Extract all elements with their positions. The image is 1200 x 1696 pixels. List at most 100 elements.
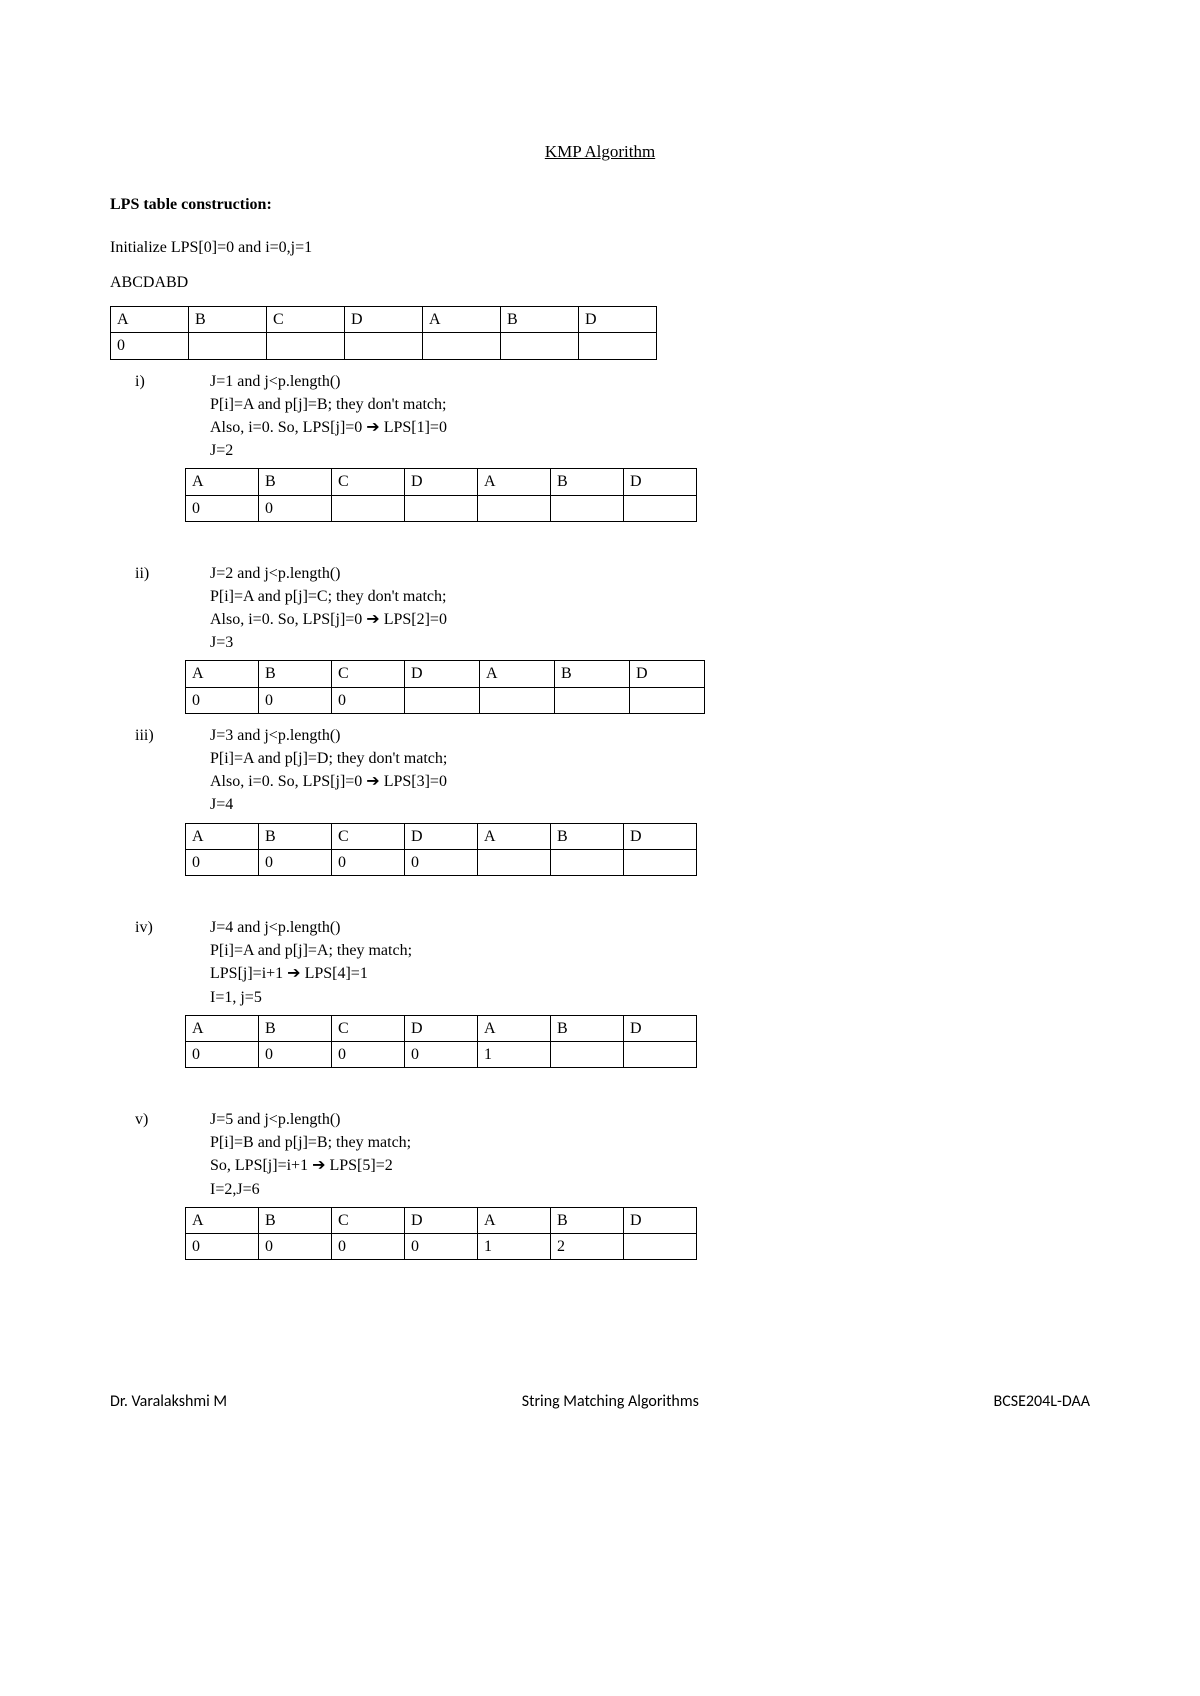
table-cell: A bbox=[478, 469, 551, 495]
table-cell: B bbox=[551, 1015, 624, 1041]
step-body: J=2 and j<p.length()P[i]=A and p[j]=C; t… bbox=[210, 562, 1090, 655]
table-cell bbox=[267, 333, 345, 359]
step-line: Also, i=0. So, LPS[j]=0 ➔ LPS[2]=0 bbox=[210, 608, 1090, 631]
table-cell: 2 bbox=[551, 1234, 624, 1260]
section-heading: LPS table construction: bbox=[110, 193, 1090, 216]
step-body: J=3 and j<p.length()P[i]=A and p[j]=D; t… bbox=[210, 724, 1090, 817]
step-label: iv) bbox=[110, 916, 210, 939]
table-cell: C bbox=[332, 1207, 405, 1233]
step-line: J=2 and j<p.length() bbox=[210, 562, 1090, 585]
table-cell: D bbox=[624, 823, 697, 849]
table-cell: C bbox=[332, 469, 405, 495]
table-cell: 0 bbox=[259, 687, 332, 713]
table-cell: B bbox=[189, 307, 267, 333]
step-row: iii)J=3 and j<p.length()P[i]=A and p[j]=… bbox=[110, 724, 1090, 817]
step-line: P[i]=A and p[j]=D; they don't match; bbox=[210, 747, 1090, 770]
steps-container: i)J=1 and j<p.length()P[i]=A and p[j]=B;… bbox=[110, 370, 1090, 1261]
table-cell: A bbox=[186, 661, 259, 687]
table-cell: D bbox=[405, 1015, 478, 1041]
lps-table: ABCDABD000 bbox=[185, 660, 705, 713]
table-cell: 0 bbox=[186, 1041, 259, 1067]
table-cell bbox=[551, 849, 624, 875]
table-cell: D bbox=[405, 661, 480, 687]
table-cell: 0 bbox=[259, 495, 332, 521]
spacer bbox=[110, 1078, 1090, 1106]
table-cell: B bbox=[259, 1015, 332, 1041]
step-line: J=1 and j<p.length() bbox=[210, 370, 1090, 393]
table-cell: B bbox=[551, 823, 624, 849]
table-cell bbox=[624, 495, 697, 521]
spacer bbox=[110, 886, 1090, 914]
step-row: v)J=5 and j<p.length()P[i]=B and p[j]=B;… bbox=[110, 1108, 1090, 1201]
table-cell bbox=[555, 687, 630, 713]
step-line: So, LPS[j]=i+1 ➔ LPS[5]=2 bbox=[210, 1154, 1090, 1177]
table-cell: A bbox=[480, 661, 555, 687]
table-cell: 0 bbox=[186, 687, 259, 713]
table-cell: B bbox=[259, 1207, 332, 1233]
table-cell: 0 bbox=[405, 1234, 478, 1260]
table-cell bbox=[579, 333, 657, 359]
table-cell: A bbox=[186, 1207, 259, 1233]
table-0-wrap: ABCDABD0 bbox=[110, 306, 1090, 359]
table-cell: C bbox=[267, 307, 345, 333]
table-cell bbox=[405, 687, 480, 713]
page-footer: Dr. Varalakshmi M String Matching Algori… bbox=[110, 1390, 1090, 1413]
table-cell: B bbox=[501, 307, 579, 333]
table-cell: D bbox=[579, 307, 657, 333]
table-cell: D bbox=[405, 469, 478, 495]
step-line: I=2,J=6 bbox=[210, 1178, 1090, 1201]
table-cell: A bbox=[186, 469, 259, 495]
table-cell: D bbox=[624, 1207, 697, 1233]
table-cell bbox=[423, 333, 501, 359]
table-cell: D bbox=[624, 469, 697, 495]
step-line: J=4 bbox=[210, 793, 1090, 816]
step-label: v) bbox=[110, 1108, 210, 1131]
table-cell: B bbox=[259, 661, 332, 687]
step-line: J=5 and j<p.length() bbox=[210, 1108, 1090, 1131]
table-cell: 0 bbox=[259, 849, 332, 875]
table-cell bbox=[405, 495, 478, 521]
lps-table: ABCDABD00001 bbox=[185, 1015, 697, 1068]
table-cell bbox=[624, 1041, 697, 1067]
table-cell: 0 bbox=[332, 1041, 405, 1067]
step-table-wrap: ABCDABD00 bbox=[185, 468, 1090, 521]
table-cell: 0 bbox=[332, 849, 405, 875]
lps-table: ABCDABD000012 bbox=[185, 1207, 697, 1260]
step-row: i)J=1 and j<p.length()P[i]=A and p[j]=B;… bbox=[110, 370, 1090, 463]
step-label: ii) bbox=[110, 562, 210, 585]
table-cell: C bbox=[332, 661, 405, 687]
table-cell: B bbox=[551, 1207, 624, 1233]
step-table-wrap: ABCDABD00001 bbox=[185, 1015, 1090, 1068]
table-cell bbox=[189, 333, 267, 359]
footer-left: Dr. Varalakshmi M bbox=[110, 1390, 227, 1413]
table-cell bbox=[624, 849, 697, 875]
step-line: P[i]=B and p[j]=B; they match; bbox=[210, 1131, 1090, 1154]
table-cell: D bbox=[630, 661, 705, 687]
table-cell: 0 bbox=[111, 333, 189, 359]
step-label: iii) bbox=[110, 724, 210, 747]
table-cell: C bbox=[332, 1015, 405, 1041]
table-cell: 0 bbox=[186, 1234, 259, 1260]
step-row: ii)J=2 and j<p.length()P[i]=A and p[j]=C… bbox=[110, 562, 1090, 655]
table-cell bbox=[478, 849, 551, 875]
table-cell: A bbox=[478, 1207, 551, 1233]
step-table-wrap: ABCDABD000 bbox=[185, 660, 1090, 713]
table-cell: A bbox=[423, 307, 501, 333]
step-line: P[i]=A and p[j]=C; they don't match; bbox=[210, 585, 1090, 608]
footer-right: BCSE204L-DAA bbox=[994, 1390, 1090, 1413]
step-label: i) bbox=[110, 370, 210, 393]
step-row: iv)J=4 and j<p.length()P[i]=A and p[j]=A… bbox=[110, 916, 1090, 1009]
table-cell: B bbox=[259, 823, 332, 849]
table-cell bbox=[478, 495, 551, 521]
table-cell: 0 bbox=[259, 1234, 332, 1260]
table-cell: A bbox=[111, 307, 189, 333]
step-line: J=2 bbox=[210, 439, 1090, 462]
init-line: Initialize LPS[0]=0 and i=0,j=1 bbox=[110, 236, 1090, 259]
table-cell: 0 bbox=[332, 687, 405, 713]
step-line: P[i]=A and p[j]=B; they don't match; bbox=[210, 393, 1090, 416]
step-line: Also, i=0. So, LPS[j]=0 ➔ LPS[1]=0 bbox=[210, 416, 1090, 439]
lps-table: ABCDABD00 bbox=[185, 468, 697, 521]
footer-center: String Matching Algorithms bbox=[522, 1390, 699, 1413]
table-cell bbox=[630, 687, 705, 713]
step-body: J=1 and j<p.length()P[i]=A and p[j]=B; t… bbox=[210, 370, 1090, 463]
